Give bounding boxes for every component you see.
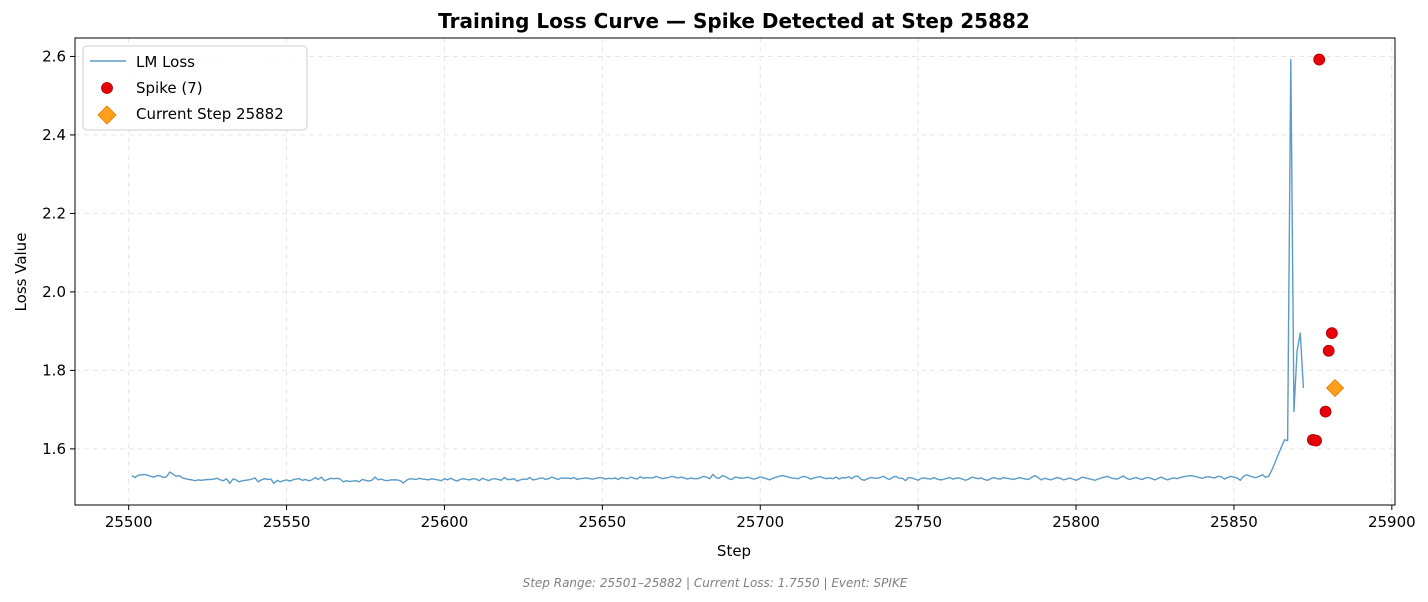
chart-title: Training Loss Curve — Spike Detected at … bbox=[438, 9, 1030, 33]
x-tick-label: 25650 bbox=[579, 513, 627, 531]
y-tick-label: 1.8 bbox=[42, 361, 66, 379]
footer-summary: Step Range: 25501–25882 | Current Loss: … bbox=[523, 576, 908, 590]
legend-current-swatch bbox=[97, 105, 117, 125]
grid-lines bbox=[75, 38, 1395, 505]
legend-label-lm-loss: LM Loss bbox=[136, 53, 195, 71]
x-tick-label: 25800 bbox=[1052, 513, 1100, 531]
legend-label-current: Current Step 25882 bbox=[136, 105, 284, 123]
x-tick-label: 25900 bbox=[1368, 513, 1416, 531]
spike-point bbox=[1322, 344, 1335, 357]
x-tick-label: 25700 bbox=[736, 513, 784, 531]
spike-point bbox=[1319, 405, 1332, 418]
legend: LM Loss Spike (7) Current Step 25882 bbox=[82, 45, 308, 131]
spike-points bbox=[1306, 53, 1338, 447]
y-axis-label: Loss Value bbox=[12, 233, 30, 312]
x-axis-ticks: 25500 25550 25600 25650 25700 25750 25800 25850… bbox=[105, 505, 1416, 531]
lm-loss-line bbox=[131, 58, 1305, 485]
x-tick-label: 25750 bbox=[894, 513, 942, 531]
y-tick-label: 1.6 bbox=[42, 440, 66, 458]
y-tick-label: 2.4 bbox=[42, 126, 66, 144]
axes-frame bbox=[74, 37, 1396, 506]
y-axis-ticks: 1.6 1.8 2.0 2.2 2.4 2.6 bbox=[42, 47, 75, 458]
legend-label-spike: Spike (7) bbox=[136, 79, 203, 97]
y-tick-label: 2.6 bbox=[42, 47, 66, 65]
current-step-point bbox=[1325, 378, 1345, 398]
x-tick-label: 25850 bbox=[1210, 513, 1258, 531]
x-tick-label: 25600 bbox=[421, 513, 469, 531]
y-tick-label: 2.2 bbox=[42, 204, 66, 222]
x-tick-label: 25550 bbox=[263, 513, 311, 531]
legend-box bbox=[82, 45, 308, 131]
lm-loss-series bbox=[131, 58, 1305, 485]
spike-point bbox=[1310, 434, 1322, 447]
spike-point bbox=[1313, 53, 1326, 66]
x-tick-label: 25500 bbox=[105, 513, 153, 531]
legend-spike-swatch bbox=[101, 82, 113, 94]
y-tick-label: 2.0 bbox=[42, 283, 66, 301]
x-axis-label: Step bbox=[717, 542, 751, 560]
spike-point bbox=[1325, 327, 1338, 340]
current-step-marker bbox=[1325, 378, 1345, 398]
